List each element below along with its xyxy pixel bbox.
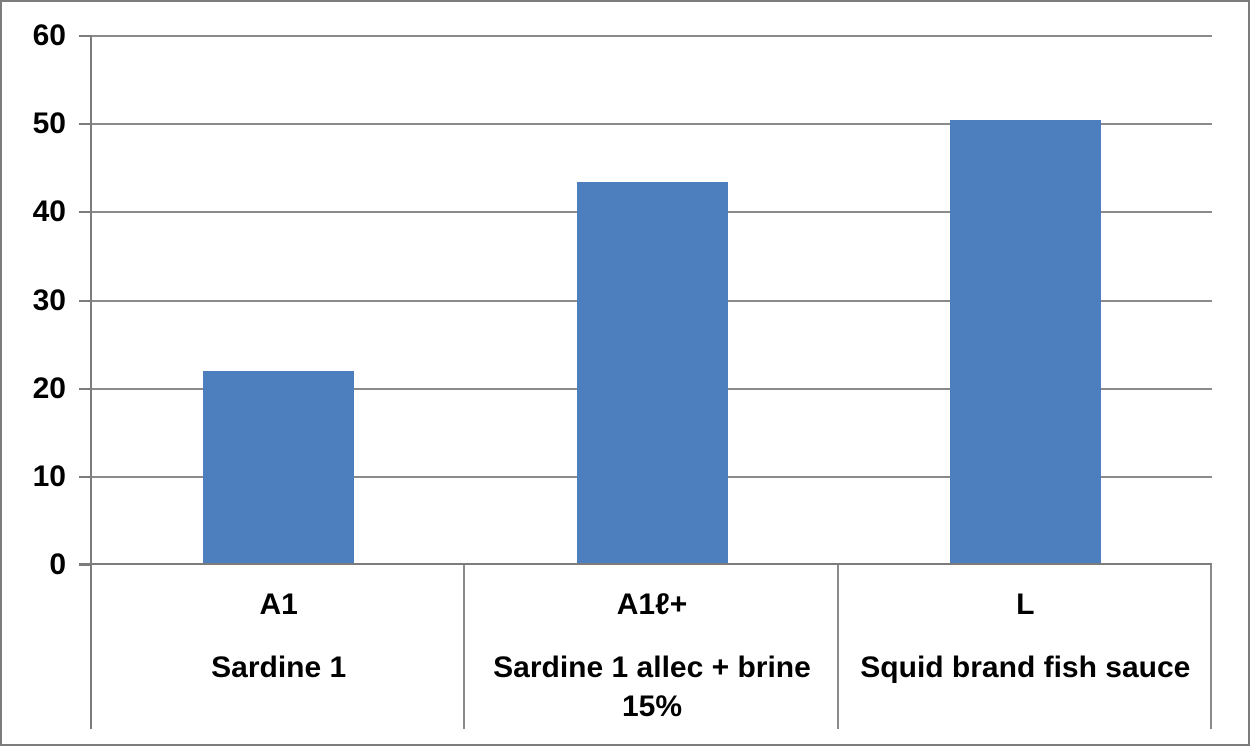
category-cell: L Squid brand fish sauce xyxy=(839,565,1212,729)
category-cell: A1 Sardine 1 xyxy=(92,565,465,729)
category-cell: A1ℓ+ Sardine 1 allec + brine 15% xyxy=(465,565,838,729)
category-group-label-text: Sardine 1 xyxy=(211,651,347,684)
category-separator xyxy=(836,565,839,729)
bar-A1ℓ+ xyxy=(576,182,728,565)
bar-L xyxy=(949,119,1101,565)
category-group-label: Sardine 1 xyxy=(92,648,465,687)
y-axis-tick-label: 60 xyxy=(32,19,66,52)
category-separator xyxy=(1210,565,1212,729)
category-separator xyxy=(463,565,466,729)
category-group-label-text: Squid brand fish sauce xyxy=(860,651,1191,684)
y-axis-tick-label: 20 xyxy=(32,371,66,405)
y-axis-tick-20 xyxy=(79,387,92,390)
y-axis-tick-60 xyxy=(79,35,92,37)
gridline-50 xyxy=(92,123,1212,126)
y-axis-line xyxy=(90,36,92,729)
y-axis-tick-label: 40 xyxy=(32,195,66,229)
category-code-label: A1 xyxy=(259,588,298,621)
y-axis-tick-10 xyxy=(79,475,92,478)
category-group-label: Squid brand fish sauce xyxy=(839,648,1212,687)
y-axis-tick-label: 50 xyxy=(32,107,66,141)
y-axis-tick-40 xyxy=(79,211,92,214)
category-code-label: L xyxy=(1016,588,1035,621)
y-axis-tick-0 xyxy=(79,564,92,566)
bar-A1 xyxy=(203,371,355,565)
category-code-label: A1ℓ+ xyxy=(616,588,688,621)
y-axis-tick-label: 10 xyxy=(32,459,66,493)
y-axis-tick-50 xyxy=(79,123,92,126)
category-group-label-text: Sardine 1 allec + brine 15% xyxy=(493,651,811,723)
gridline-60 xyxy=(92,35,1212,37)
y-axis-tick-label: 0 xyxy=(49,548,66,581)
category-group-label: Sardine 1 allec + brine 15% xyxy=(465,648,838,726)
y-axis-tick-label: 30 xyxy=(32,283,66,317)
y-axis-tick-30 xyxy=(79,299,92,302)
x-axis-line xyxy=(79,563,1212,565)
